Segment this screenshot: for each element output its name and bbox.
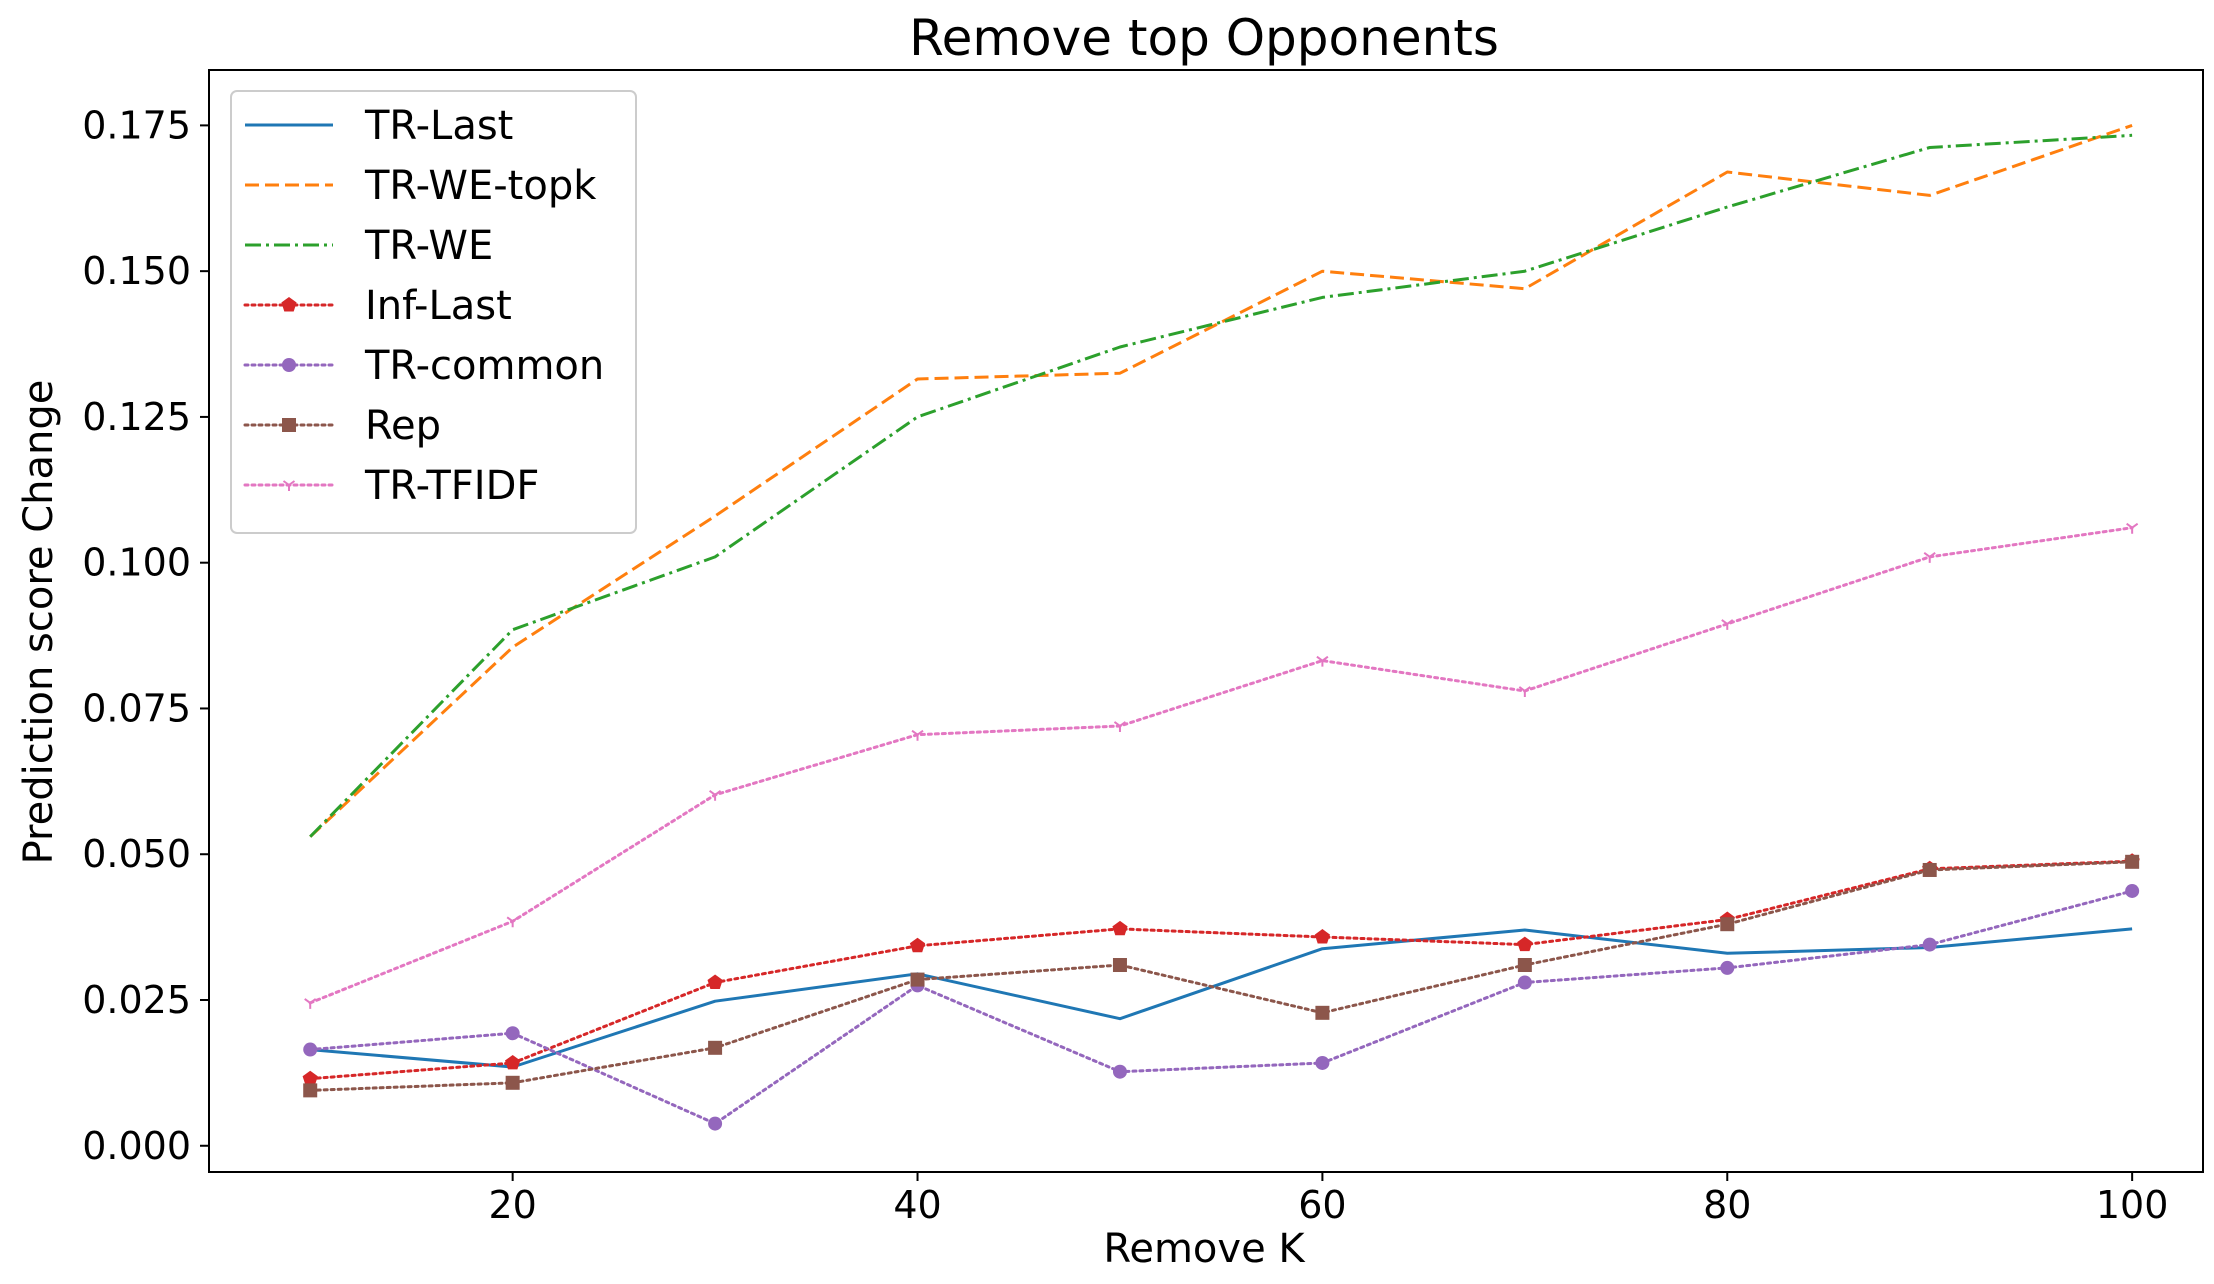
data-point-tr-common	[708, 1116, 723, 1131]
legend-item-tr-common: TR-common	[243, 343, 604, 389]
data-point-tr-common	[1517, 975, 1532, 990]
y-axis-label: Prediction score Change	[16, 380, 62, 865]
x-tick-label: 40	[893, 1183, 941, 1227]
data-point-rep	[708, 1040, 723, 1055]
legend-label: Rep	[365, 403, 441, 449]
series-line-tr-tfidf	[308, 526, 2134, 1005]
chart-title: Remove top Opponents	[909, 9, 1499, 67]
legend-marker	[282, 358, 296, 372]
data-point-inf-last	[707, 974, 723, 989]
data-point-tr-tfidf	[911, 729, 924, 741]
series-tr-common	[303, 883, 2140, 1131]
series-tr-last	[310, 927, 2133, 1069]
data-point-tr-tfidf	[2126, 522, 2139, 534]
x-tick-label: 20	[488, 1183, 536, 1227]
data-point-rep	[1922, 862, 1937, 877]
data-point-rep	[1720, 917, 1735, 932]
y-tick-label: 0.175	[82, 103, 191, 147]
series-rep	[303, 854, 2140, 1098]
series-line-inf-last	[308, 859, 2134, 1081]
data-point-inf-last	[302, 1070, 318, 1086]
data-point-tr-tfidf	[1316, 655, 1329, 667]
data-point-tr-common	[1720, 960, 1735, 975]
data-point-tr-common	[303, 1042, 318, 1057]
legend-item-tr-we-topk: TR-WE-topk	[245, 163, 597, 209]
y-tick-label: 0.075	[82, 686, 191, 730]
data-point-tr-common	[505, 1026, 520, 1041]
legend-label: TR-WE-topk	[364, 163, 597, 209]
data-point-inf-last	[1517, 936, 1533, 952]
y-tick-label: 0.025	[82, 978, 191, 1022]
y-tick-label: 0.050	[82, 832, 191, 876]
data-point-rep	[505, 1075, 520, 1090]
data-point-rep	[1517, 958, 1532, 973]
legend-label: TR-Last	[364, 103, 513, 149]
legend-item-tr-tfidf: TR-TFIDF	[243, 463, 539, 509]
data-point-inf-last	[909, 937, 926, 953]
data-point-tr-common	[2125, 883, 2140, 898]
x-tick-label: 100	[2096, 1183, 2169, 1227]
legend-item-inf-last: Inf-Last	[243, 283, 512, 329]
legend-label: TR-common	[364, 343, 604, 389]
data-point-rep	[1315, 1005, 1330, 1020]
data-point-tr-common	[1922, 937, 1937, 952]
legend-marker	[282, 480, 296, 491]
series-line-tr-we-topk	[309, 123, 2133, 838]
legend-item-tr-last: TR-Last	[245, 103, 513, 149]
data-point-tr-tfidf	[304, 998, 317, 1009]
y-tick-label: 0.150	[82, 249, 191, 293]
legend-item-rep: Rep	[243, 403, 441, 449]
plot-area	[208, 69, 2204, 1173]
data-point-tr-tfidf	[1721, 619, 1734, 630]
data-point-rep	[2125, 854, 2140, 869]
x-tick-label: 60	[1298, 1183, 1346, 1227]
data-point-inf-last	[1314, 929, 1330, 944]
series-tr-we-topk	[309, 123, 2133, 838]
axis-ticks: 20 40 60 80 100 0.000 0.025 0.050 0.075 0.100 0.12…	[82, 103, 2168, 1227]
axes-frame	[208, 69, 2204, 1173]
legend-marker	[282, 418, 296, 432]
data-point-tr-common	[1315, 1055, 1330, 1070]
series-line-rep	[308, 860, 2134, 1092]
legend-label: Inf-Last	[365, 283, 512, 329]
data-point-inf-last	[505, 1055, 521, 1070]
data-point-tr-tfidf	[1518, 686, 1531, 697]
legend-label: TR-WE	[364, 223, 493, 269]
data-point-rep	[1112, 958, 1127, 973]
data-point-rep	[910, 972, 925, 987]
data-point-tr-common	[1112, 1064, 1127, 1079]
series-tr-we	[309, 133, 2133, 838]
legend: TR-Last TR-WE-topk TR-WE Inf-Last TR-common R…	[230, 90, 637, 534]
data-point-tr-tfidf	[709, 789, 722, 801]
y-tick-label: 0.125	[82, 395, 191, 439]
series-line-tr-common	[308, 889, 2134, 1126]
legend-box	[230, 90, 637, 534]
x-axis-label: Remove K	[1103, 1226, 1306, 1272]
y-tick-label: 0.100	[82, 541, 191, 585]
data-point-tr-tfidf	[1113, 721, 1127, 732]
data-point-rep	[303, 1083, 318, 1098]
y-tick-label: 0.000	[82, 1124, 191, 1168]
data-point-tr-tfidf	[506, 916, 519, 928]
data-point-inf-last	[1112, 920, 1128, 936]
legend-item-tr-we: TR-WE	[245, 223, 493, 269]
series-line-tr-we	[309, 133, 2133, 838]
legend-label: TR-TFIDF	[364, 463, 539, 509]
series-tr-tfidf	[304, 522, 2139, 1009]
data-point-tr-tfidf	[1923, 552, 1936, 563]
legend-marker	[281, 297, 297, 312]
series-line-tr-last	[310, 927, 2133, 1069]
x-tick-label: 80	[1703, 1183, 1751, 1227]
